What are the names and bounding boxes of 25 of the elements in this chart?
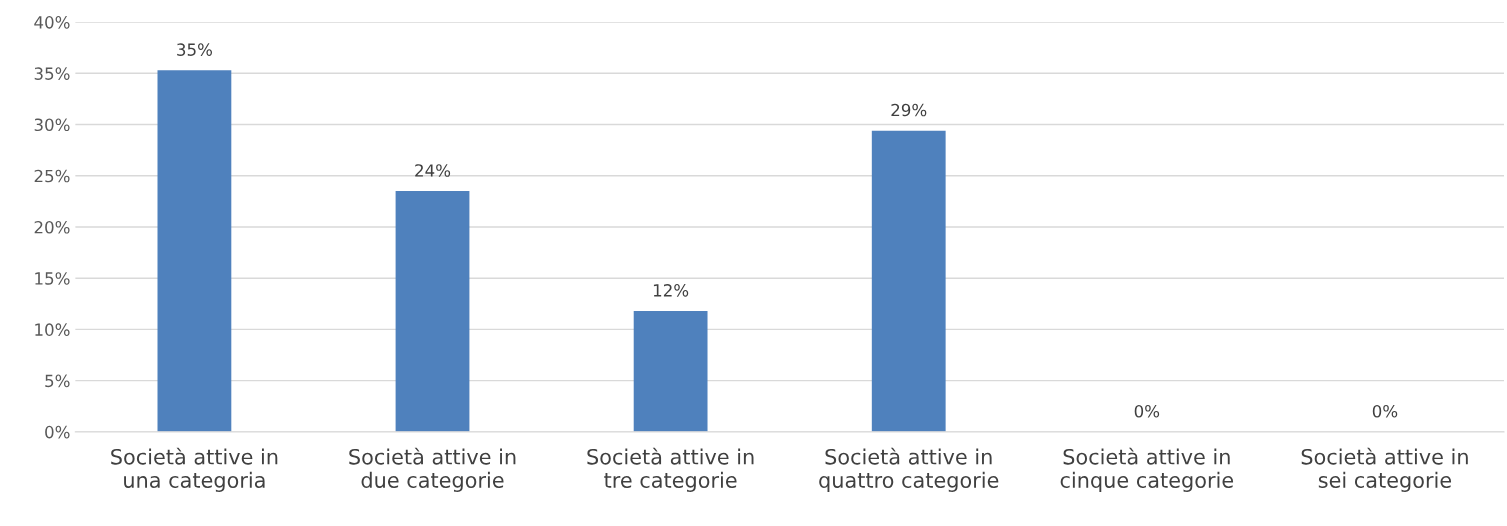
x-tick-label: Società attive in una categoria <box>111 447 278 492</box>
x-tick-label: Società attive in tre categorie <box>587 447 754 492</box>
data-label: 29% <box>891 103 927 117</box>
data-label: 0% <box>1134 404 1160 418</box>
data-label: 24% <box>415 164 451 177</box>
bar <box>395 191 470 432</box>
bar <box>871 130 946 432</box>
data-label: 0% <box>1372 404 1398 418</box>
x-tick-label: Società attive in due categorie <box>349 447 516 492</box>
y-tick-label: 0% <box>45 425 70 439</box>
y-tick-label: 25% <box>34 169 70 183</box>
y-tick-label: 40% <box>34 16 70 29</box>
data-label: 12% <box>653 284 689 297</box>
y-tick-label: 35% <box>34 67 70 80</box>
y-tick-label: 15% <box>35 272 70 285</box>
x-tick-label: Società attive in quattro categorie <box>819 447 999 492</box>
x-tick-label: Società attive in cinque categorie <box>1060 447 1234 492</box>
data-label: 35% <box>177 43 213 56</box>
y-tick-label: 10% <box>35 323 70 336</box>
y-tick-label: 5% <box>45 374 70 388</box>
bar <box>633 310 708 432</box>
x-tick-label: Società attive in sei categorie <box>1301 447 1468 492</box>
y-tick-label: 30% <box>34 118 70 132</box>
bar <box>157 70 232 432</box>
y-tick-label: 20% <box>34 220 70 234</box>
